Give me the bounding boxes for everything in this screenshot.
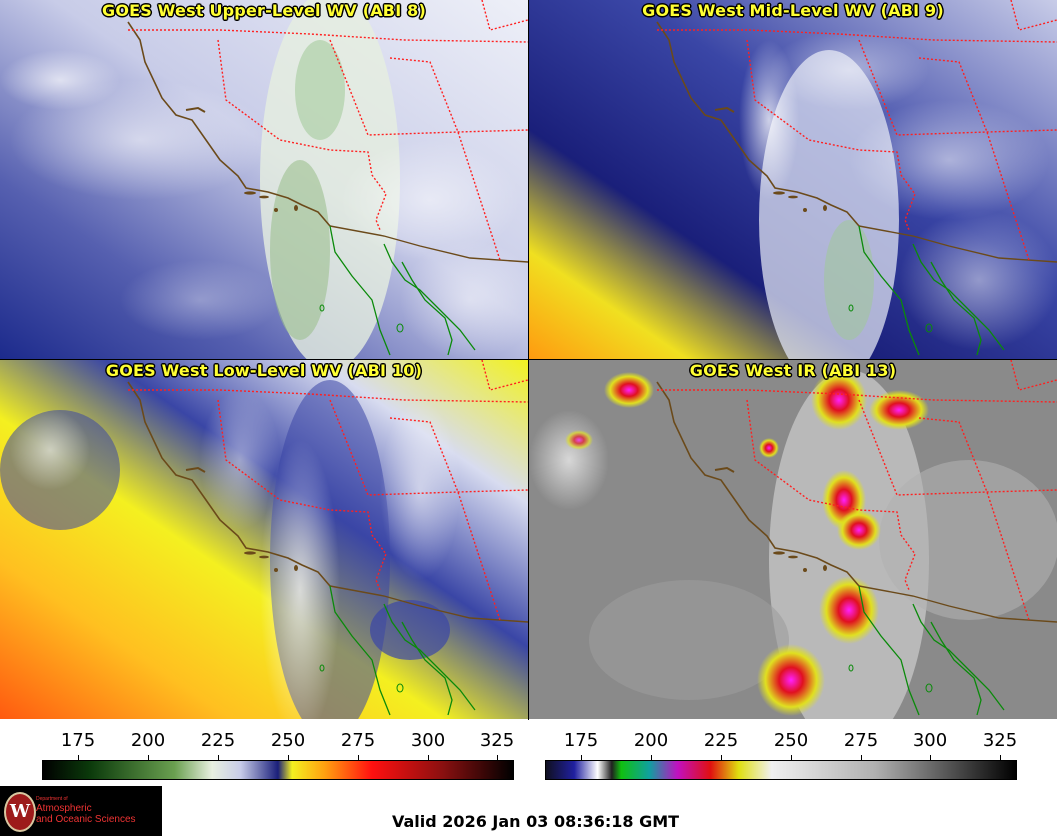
panel-low-level-wv: GOES West Low-Level WV (ABI 10) xyxy=(0,360,528,719)
ir-colorbar: 175 200 225 250 275 300 325 xyxy=(529,720,1057,782)
colorbar-tick xyxy=(497,755,498,760)
colorbar-tick xyxy=(288,755,289,760)
panel-ir: GOES West IR (ABI 13) xyxy=(529,360,1057,719)
logo-dept-name: Atmospheric and Oceanic Sciences xyxy=(36,803,136,825)
colorbar-tick-label: 250 xyxy=(270,730,306,751)
colorbar-tick xyxy=(358,755,359,760)
colorbar-tick xyxy=(148,755,149,760)
low-level-wv-image xyxy=(0,360,528,719)
colorbar-tick-label: 275 xyxy=(340,730,376,751)
wv-colorbar: 175 200 225 250 275 300 325 xyxy=(0,720,528,782)
uw-seal-icon: W xyxy=(4,792,36,832)
colorbar-tick-label: 200 xyxy=(633,730,669,751)
colorbar-tick-label: 175 xyxy=(60,730,96,751)
panel-title: GOES West Low-Level WV (ABI 10) xyxy=(105,361,423,380)
mid-level-wv-image xyxy=(529,0,1057,359)
colorbar-tick-label: 275 xyxy=(843,730,879,751)
colorbar-tick-label: 300 xyxy=(912,730,948,751)
colorbar-tick-label: 225 xyxy=(200,730,236,751)
panel-upper-level-wv: GOES West Upper-Level WV (ABI 8) xyxy=(0,0,528,359)
colorbar-tick-label: 175 xyxy=(563,730,599,751)
panel-title: GOES West IR (ABI 13) xyxy=(689,361,897,380)
colorbar-tick-label: 250 xyxy=(773,730,809,751)
colorbar-tick xyxy=(930,755,931,760)
ir-colorbar-ramp xyxy=(545,760,1017,780)
panel-mid-level-wv: GOES West Mid-Level WV (ABI 9) xyxy=(529,0,1057,359)
colorbar-tick xyxy=(861,755,862,760)
colorbar-tick-label: 325 xyxy=(479,730,515,751)
seal-letter: W xyxy=(9,801,31,822)
colorbar-tick-label: 225 xyxy=(703,730,739,751)
panel-divider-vertical xyxy=(528,0,529,720)
colorbar-tick xyxy=(1000,755,1001,760)
logo-dept-small: Department of xyxy=(36,796,68,802)
colorbar-tick xyxy=(78,755,79,760)
colorbar-tick xyxy=(721,755,722,760)
colorbar-tick-label: 300 xyxy=(410,730,446,751)
logo-dept-line2: and Oceanic Sciences xyxy=(36,814,136,825)
colorbar-tick-label: 200 xyxy=(130,730,166,751)
ir-image xyxy=(529,360,1057,719)
colorbar-tick xyxy=(791,755,792,760)
logo-dept-line1: Atmospheric xyxy=(36,803,92,814)
wv-colorbar-ramp xyxy=(42,760,514,780)
colorbar-tick xyxy=(651,755,652,760)
colorbar-tick-label: 325 xyxy=(982,730,1018,751)
panel-title: GOES West Mid-Level WV (ABI 9) xyxy=(642,1,944,20)
panel-title: GOES West Upper-Level WV (ABI 8) xyxy=(102,1,426,20)
colorbar-tick xyxy=(581,755,582,760)
aos-logo: W Department of Atmospheric and Oceanic … xyxy=(0,786,162,836)
colorbar-tick xyxy=(428,755,429,760)
colorbar-tick xyxy=(218,755,219,760)
panel-divider-horizontal xyxy=(0,359,1057,360)
upper-level-wv-image xyxy=(0,0,528,359)
valid-time: Valid 2026 Jan 03 08:36:18 GMT xyxy=(392,812,680,831)
